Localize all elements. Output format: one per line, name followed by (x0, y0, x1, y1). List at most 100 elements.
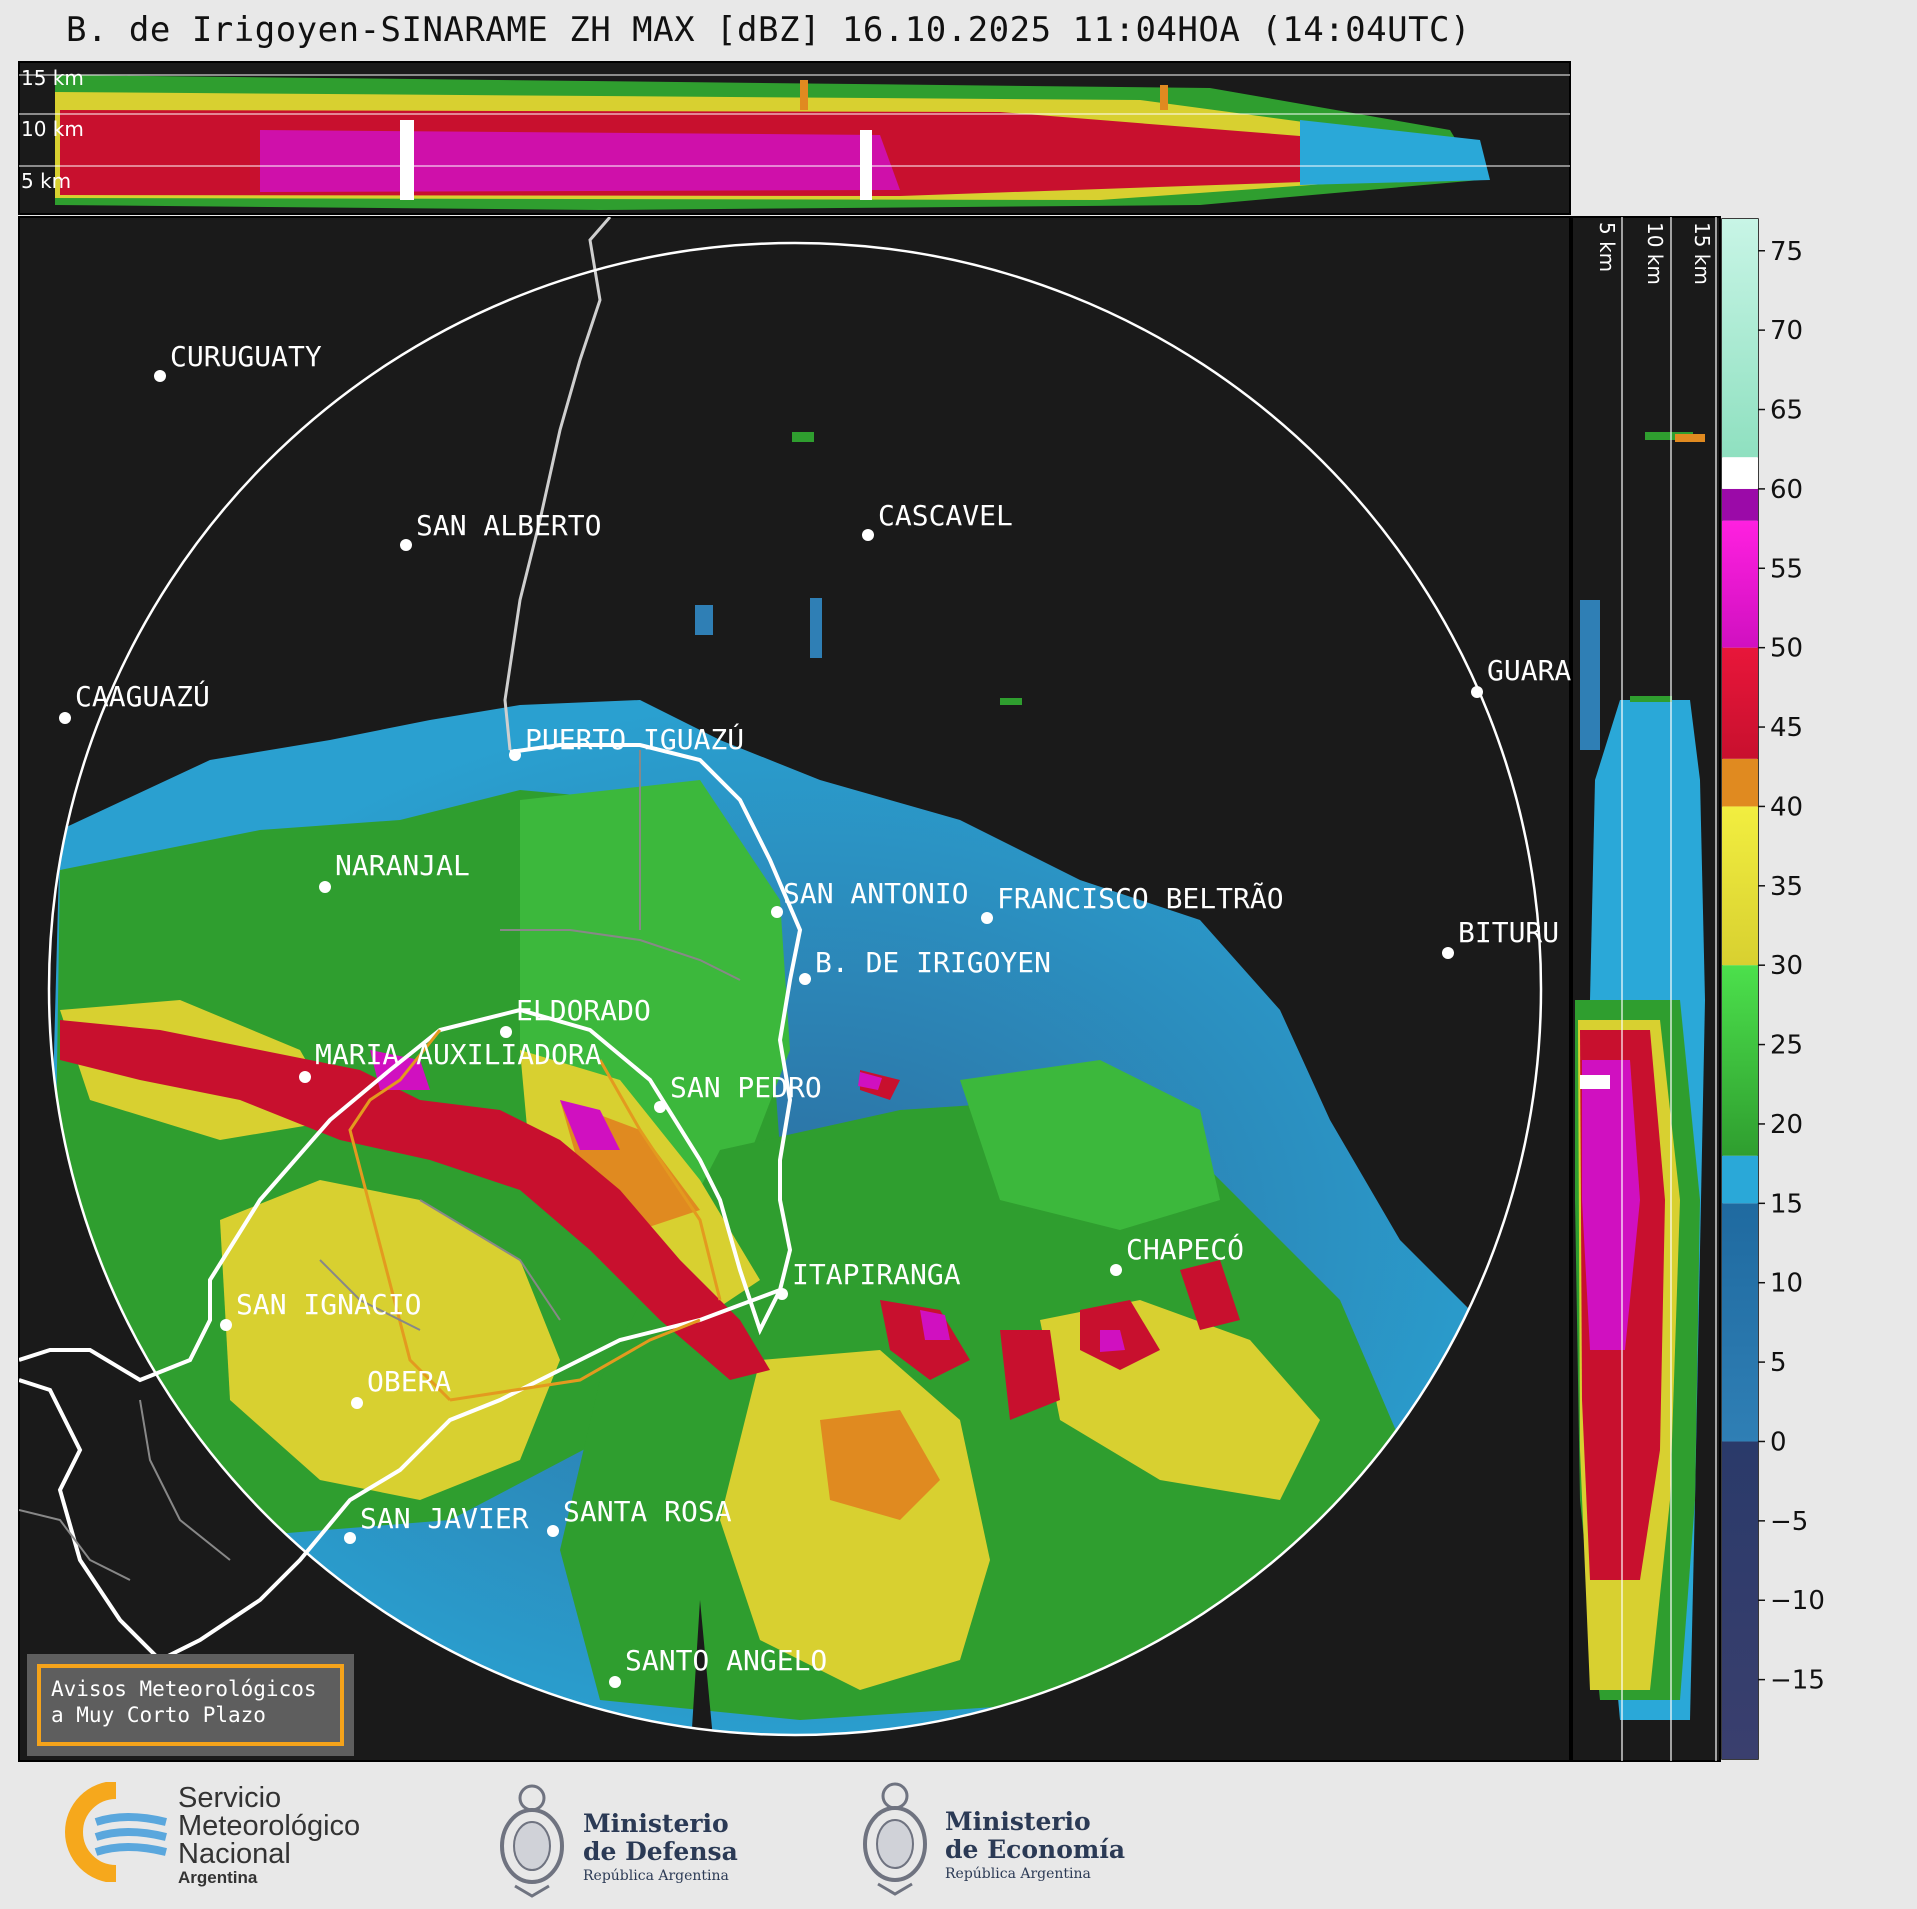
defensa-seal-icon (500, 1784, 564, 1898)
colorbar-segment (1722, 520, 1758, 648)
colorbar-segment (1722, 219, 1758, 458)
colorbar-tick-label: 15 (1770, 1189, 1803, 1219)
colorbar-tick-label: 10 (1770, 1269, 1803, 1299)
colorbar-segment (1722, 647, 1758, 759)
city-dot (609, 1676, 621, 1688)
economia-line-1: Ministerio (945, 1807, 1091, 1836)
colorbar-segment (1722, 806, 1758, 966)
city-dot (862, 529, 874, 541)
top-height-15km: 15 km (21, 66, 84, 90)
city-label: B. DE IRIGOYEN (815, 946, 1051, 979)
city-dot (344, 1532, 356, 1544)
range-ring (47, 241, 1543, 1737)
colorbar-segment (1722, 488, 1758, 521)
border-lines (19, 217, 803, 1663)
colorbar-tick-label: 20 (1770, 1110, 1803, 1140)
colorbar-tick-label: 60 (1770, 475, 1803, 505)
aviso-badge[interactable]: Avisos Meteorológicos a Muy Corto Plazo (27, 1654, 354, 1756)
isolated-echo (792, 432, 814, 442)
footer-logos: Servicio Meteorológico Nacional Argentin… (0, 1760, 1917, 1909)
city-label: MARIA AUXILIADORA (315, 1038, 602, 1071)
city-label: SANTO ANGELO (625, 1644, 827, 1677)
city-dot (1442, 947, 1454, 959)
side-height-5km: 5 km (1595, 222, 1619, 272)
smn-line-3: Nacional (178, 1838, 291, 1870)
colorbar-segment (1722, 1203, 1758, 1442)
defensa-line-1: Ministerio (583, 1809, 729, 1838)
city-label: SAN JAVIER (360, 1502, 529, 1535)
city-dot (509, 749, 521, 761)
city-markers: CURUGUATY SAN ALBERTO CASCAVEL CAAGUAZÚ … (59, 340, 1571, 1688)
economia-seal-icon (863, 1782, 927, 1896)
radar-title: B. de Irigoyen-SINARAME ZH MAX [dBZ] 16.… (66, 10, 1471, 50)
city-dot (654, 1101, 666, 1113)
city-dot (400, 539, 412, 551)
economia-line-2: de Economía (945, 1835, 1126, 1864)
colorbar-tick-label: 40 (1770, 792, 1803, 822)
city-dot (319, 881, 331, 893)
city-label: SAN PEDRO (670, 1071, 822, 1104)
city-dot (59, 712, 71, 724)
colorbar-segment (1722, 457, 1758, 489)
side-cross-section-panel: 5 km 10 km 15 km (1571, 216, 1721, 1762)
colorbar-segment (1722, 758, 1758, 807)
colorbar-tick-label: 50 (1770, 634, 1803, 664)
isolated-echo (1000, 698, 1022, 705)
city-dot (776, 1288, 788, 1300)
city-label: ITAPIRANGA (792, 1258, 961, 1291)
colorbar-tick-label: −5 (1770, 1507, 1808, 1537)
colorbar-segment (1722, 1155, 1758, 1204)
smn-line-2: Meteorológico (178, 1810, 361, 1842)
colorbar-tick-label: 0 (1770, 1427, 1787, 1457)
colorbar-tick-label: −10 (1770, 1586, 1825, 1616)
colorbar-tick-label: 65 (1770, 396, 1803, 426)
city-dot (1471, 686, 1483, 698)
smn-line-4: Argentina (178, 1868, 258, 1887)
city-label: SAN ALBERTO (416, 509, 601, 542)
colorbar-tick-label: 70 (1770, 316, 1803, 346)
city-dot (500, 1026, 512, 1038)
colorbar-segment (1722, 1441, 1758, 1759)
top-panel-echoes (55, 75, 1490, 210)
city-label: GUARA (1487, 654, 1571, 687)
city-label: ELDORADO (516, 994, 651, 1027)
colorbar-tick-label: −15 (1770, 1666, 1825, 1696)
top-cross-section-panel: 15 km 10 km 5 km (18, 61, 1571, 215)
city-dot (799, 973, 811, 985)
colorbar-tick-label: 45 (1770, 713, 1803, 743)
colorbar-segments (1722, 219, 1758, 1759)
isolated-echo (810, 598, 822, 658)
city-label: CURUGUATY (170, 340, 322, 373)
city-label: SANTA ROSA (563, 1495, 732, 1528)
city-label: SAN IGNACIO (236, 1288, 421, 1321)
city-dot (220, 1319, 232, 1331)
aviso-line-2: a Muy Corto Plazo (51, 1703, 266, 1727)
smn-logo-text: Servicio Meteorológico Nacional Argentin… (178, 1784, 360, 1888)
isolated-echo (695, 605, 713, 635)
city-dot (981, 912, 993, 924)
city-label: BITURU (1458, 916, 1559, 949)
city-label: NARANJAL (335, 849, 470, 882)
city-dot (771, 906, 783, 918)
city-label: PUERTO IGUAZÚ (525, 722, 744, 756)
colorbar-segment (1722, 965, 1758, 1156)
economia-line-3: República Argentina (945, 1866, 1091, 1882)
colorbar-tick-label: 75 (1770, 237, 1803, 267)
top-height-5km: 5 km (21, 169, 71, 193)
colorbar-tick-label: 25 (1770, 1031, 1803, 1061)
colorbar-tick-label: 35 (1770, 872, 1803, 902)
city-dot (1110, 1264, 1122, 1276)
city-label: OBERA (367, 1365, 451, 1398)
aviso-frame: Avisos Meteorológicos a Muy Corto Plazo (37, 1664, 344, 1746)
top-height-10km: 10 km (21, 117, 84, 141)
smn-line-1: Servicio (178, 1782, 282, 1814)
defensa-logo-text: Ministerio de Defensa República Argentin… (583, 1810, 738, 1886)
economia-logo-text: Ministerio de Economía República Argenti… (945, 1808, 1125, 1884)
colorbar-tick-label: 55 (1770, 554, 1803, 584)
defensa-line-2: de Defensa (583, 1837, 738, 1866)
side-panel-echoes (1575, 432, 1705, 1720)
colorbar-tick-label: 5 (1770, 1348, 1787, 1378)
city-label: CAAGUAZÚ (75, 679, 210, 713)
